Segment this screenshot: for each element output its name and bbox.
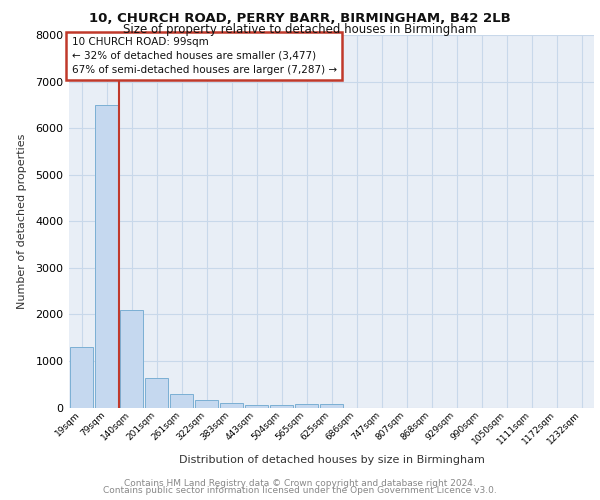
Bar [320, 404, 343, 407]
Bar [245, 404, 268, 407]
Bar [120, 310, 143, 408]
Bar [295, 404, 318, 407]
Text: Size of property relative to detached houses in Birmingham: Size of property relative to detached ho… [123, 22, 477, 36]
X-axis label: Distribution of detached houses by size in Birmingham: Distribution of detached houses by size … [179, 455, 484, 465]
Bar [145, 378, 168, 408]
Y-axis label: Number of detached properties: Number of detached properties [17, 134, 27, 309]
Bar [220, 403, 243, 407]
Bar [270, 404, 293, 407]
Text: Contains public sector information licensed under the Open Government Licence v3: Contains public sector information licen… [103, 486, 497, 495]
Bar [170, 394, 193, 407]
Text: Contains HM Land Registry data © Crown copyright and database right 2024.: Contains HM Land Registry data © Crown c… [124, 478, 476, 488]
Text: 10 CHURCH ROAD: 99sqm
← 32% of detached houses are smaller (3,477)
67% of semi-d: 10 CHURCH ROAD: 99sqm ← 32% of detached … [71, 37, 337, 75]
Bar [95, 105, 118, 408]
Bar [195, 400, 218, 407]
Text: 10, CHURCH ROAD, PERRY BARR, BIRMINGHAM, B42 2LB: 10, CHURCH ROAD, PERRY BARR, BIRMINGHAM,… [89, 12, 511, 26]
Bar [70, 347, 93, 408]
